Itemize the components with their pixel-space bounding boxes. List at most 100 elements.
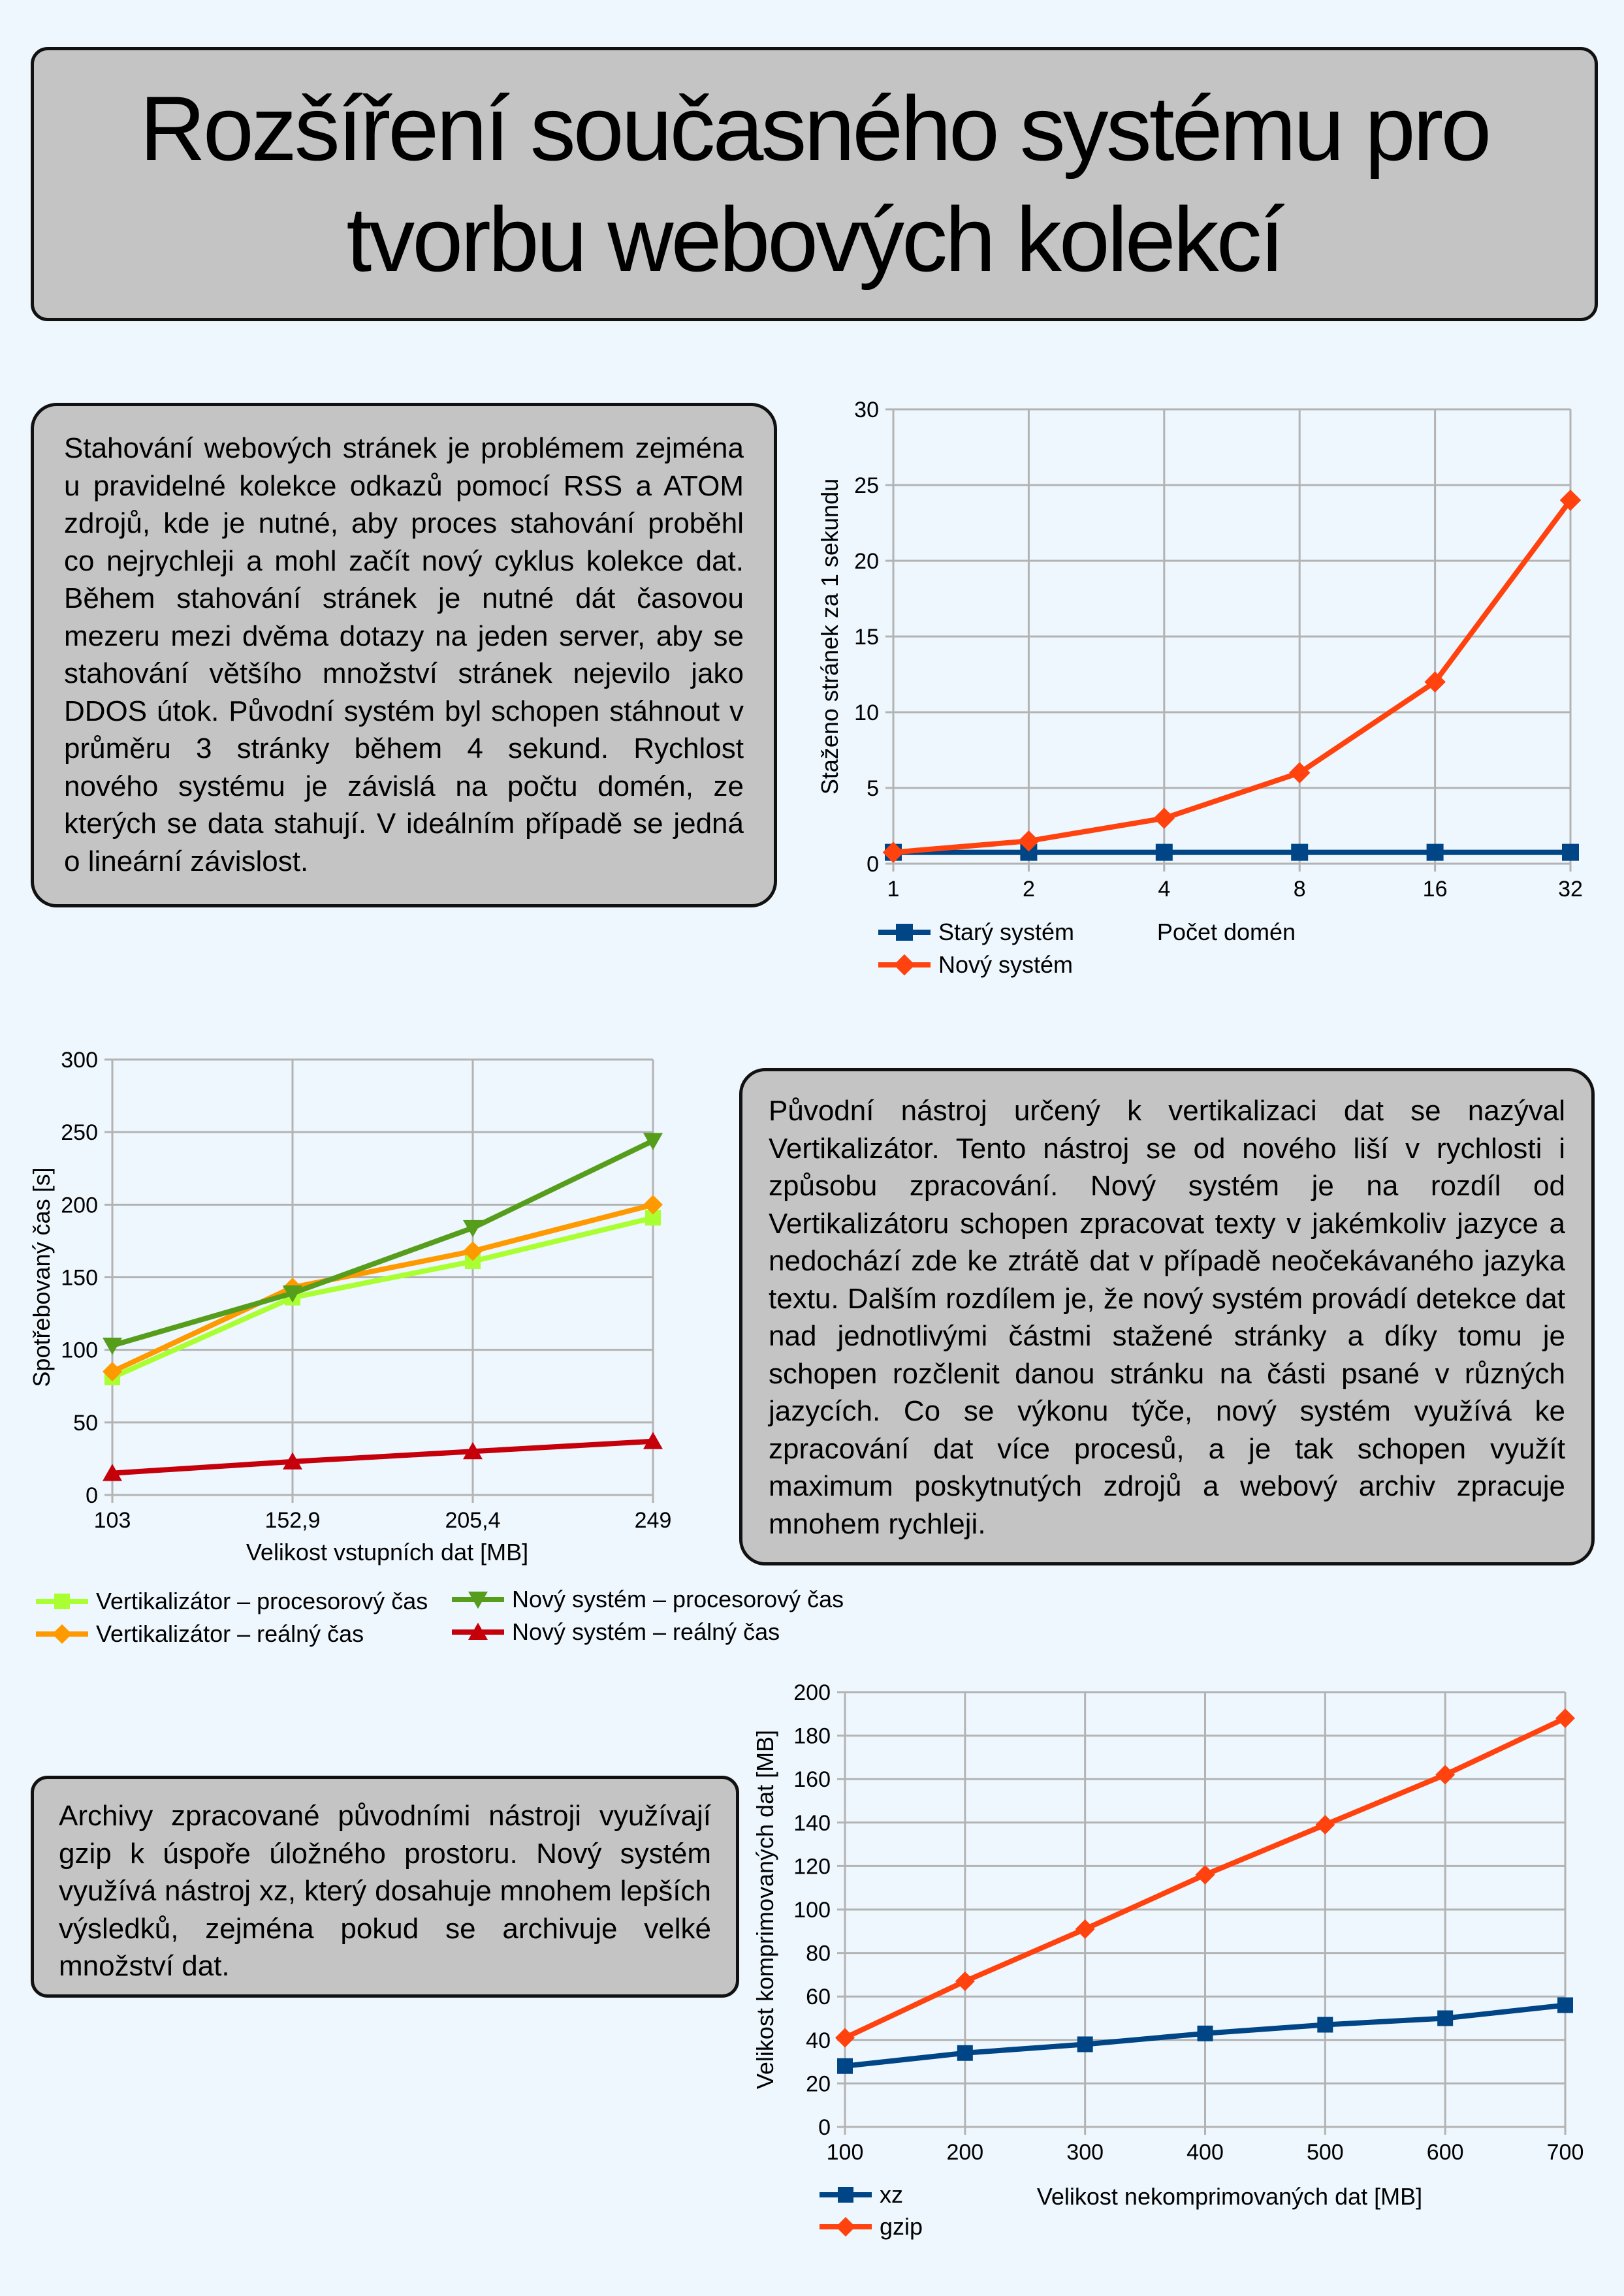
data-point xyxy=(1195,1864,1215,1885)
legend-label: Nový systém – reálný čas xyxy=(512,1618,780,1645)
legend-marker xyxy=(893,954,915,976)
x-tick-label: 400 xyxy=(1186,2140,1224,2165)
x-axis-label: Velikost nekomprimovaných dat [MB] xyxy=(1037,2183,1422,2210)
paragraph-download: Stahování webových stránek je problémem … xyxy=(64,432,744,877)
y-tick-label: 140 xyxy=(793,1811,831,1836)
y-tick-label: 0 xyxy=(818,2115,831,2140)
y-tick-label: 100 xyxy=(61,1338,98,1363)
title-box: Rozšíření současného systému pro tvorbu … xyxy=(31,47,1598,321)
x-tick-label: 205,4 xyxy=(445,1508,500,1533)
y-tick-label: 250 xyxy=(61,1120,98,1145)
data-point xyxy=(643,1432,663,1449)
data-point xyxy=(882,841,904,863)
poster-title: Rozšíření současného systému pro tvorbu … xyxy=(139,77,1491,291)
data-point xyxy=(835,2028,855,2048)
y-tick-label: 15 xyxy=(854,625,879,650)
y-tick-label: 300 xyxy=(61,1048,98,1073)
data-point xyxy=(1557,1997,1573,2013)
data-point xyxy=(1559,489,1582,511)
legend-marker xyxy=(838,2187,853,2203)
y-tick-label: 20 xyxy=(806,2071,831,2096)
legend-label: Nový systém – procesorový čas xyxy=(512,1586,844,1612)
legend-label: Vertikalizátor – reálný čas xyxy=(96,1620,364,1647)
data-point xyxy=(1437,2010,1454,2026)
data-point xyxy=(1435,1765,1456,1785)
y-tick-label: 10 xyxy=(854,700,879,725)
data-point xyxy=(643,1133,663,1150)
y-tick-label: 120 xyxy=(793,1854,831,1879)
x-tick-label: 152,9 xyxy=(264,1508,320,1533)
series-line xyxy=(111,1215,654,1380)
y-axis-label: Spotřebovaný čas [s] xyxy=(28,1167,55,1387)
x-tick-label: 600 xyxy=(1427,2140,1464,2165)
data-point xyxy=(283,1452,302,1470)
x-tick-label: 200 xyxy=(946,2140,983,2165)
y-axis-label: Staženo stránek za 1 sekundu xyxy=(816,479,843,794)
legend-marker xyxy=(52,1624,72,1644)
data-point xyxy=(103,1464,122,1481)
legend-marker xyxy=(468,1622,488,1640)
data-point xyxy=(1291,843,1309,861)
legend-marker xyxy=(468,1592,488,1609)
y-tick-label: 20 xyxy=(854,549,879,574)
series-line xyxy=(112,1438,654,1476)
data-point xyxy=(643,1195,663,1215)
y-tick-label: 50 xyxy=(73,1411,98,1436)
data-point xyxy=(1153,808,1175,829)
x-tick-label: 1 xyxy=(887,877,900,902)
x-tick-label: 16 xyxy=(1423,877,1448,902)
legend-marker xyxy=(896,924,913,941)
legend-label: Starý systém xyxy=(938,919,1074,945)
legend-label: xz xyxy=(880,2181,903,2208)
y-tick-label: 30 xyxy=(854,398,879,422)
x-axis-label: Velikost vstupních dat [MB] xyxy=(246,1539,528,1565)
data-point xyxy=(1555,1708,1575,1728)
x-tick-label: 300 xyxy=(1066,2140,1104,2165)
x-tick-label: 8 xyxy=(1294,877,1306,902)
data-point xyxy=(1424,671,1446,693)
data-point xyxy=(1077,2036,1093,2052)
y-tick-label: 150 xyxy=(61,1266,98,1291)
data-point xyxy=(1315,1815,1335,1835)
y-tick-label: 5 xyxy=(867,776,879,801)
data-point xyxy=(1018,830,1040,852)
data-point xyxy=(1155,843,1173,861)
series-line xyxy=(893,498,1573,855)
data-point xyxy=(1317,2017,1333,2033)
y-tick-label: 100 xyxy=(793,1898,831,1923)
y-tick-label: 200 xyxy=(61,1193,98,1218)
x-tick-label: 500 xyxy=(1307,2140,1344,2165)
legend-label: Nový systém xyxy=(938,951,1073,978)
legend-label: gzip xyxy=(880,2213,923,2240)
data-point xyxy=(283,1285,302,1303)
data-point xyxy=(103,1337,122,1355)
text-box-vertikalizator: Původní nástroj určený k vertikalizaci d… xyxy=(739,1068,1595,1565)
y-tick-label: 80 xyxy=(806,1942,831,1966)
y-axis-label: Velikost komprimovaných dat [MB] xyxy=(752,1730,778,2089)
legend-marker xyxy=(54,1594,70,1609)
x-tick-label: 2 xyxy=(1023,877,1035,902)
legend-marker xyxy=(836,2217,855,2237)
text-box-compression: Archivy zpracované původními nástroji vy… xyxy=(31,1776,739,1998)
y-tick-label: 60 xyxy=(806,1985,831,2009)
legend-label: Vertikalizátor – procesorový čas xyxy=(96,1588,428,1614)
y-tick-label: 160 xyxy=(793,1767,831,1792)
data-point xyxy=(463,1219,483,1238)
paragraph-vertikalizator: Původní nástroj určený k vertikalizaci d… xyxy=(769,1095,1565,1540)
x-tick-label: 700 xyxy=(1547,2140,1584,2165)
x-tick-label: 249 xyxy=(635,1508,672,1533)
y-tick-label: 180 xyxy=(793,1724,831,1749)
y-tick-label: 200 xyxy=(793,1680,831,1705)
data-point xyxy=(957,2045,973,2061)
data-point xyxy=(1426,843,1444,861)
x-tick-label: 103 xyxy=(94,1508,131,1533)
text-box-download: Stahování webových stránek je problémem … xyxy=(31,403,777,907)
series-line xyxy=(111,1202,654,1374)
data-point xyxy=(1562,843,1579,861)
data-point xyxy=(1197,2025,1213,2041)
y-tick-label: 40 xyxy=(806,2028,831,2053)
data-point xyxy=(103,1362,122,1382)
